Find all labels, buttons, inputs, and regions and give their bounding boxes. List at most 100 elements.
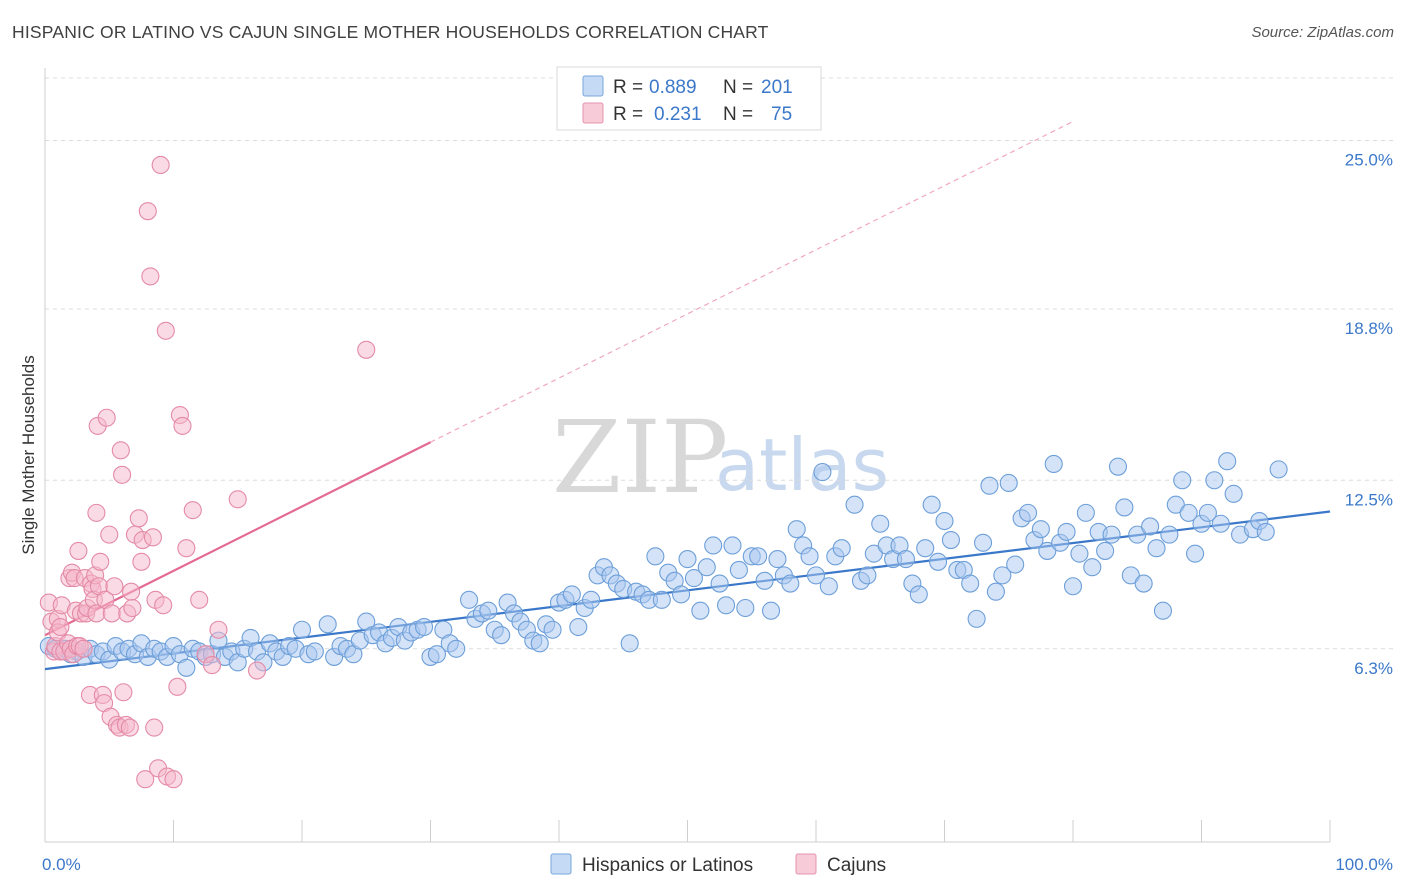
hispanic-point bbox=[1070, 544, 1089, 563]
cajun-point bbox=[120, 718, 139, 737]
hispanic-point bbox=[1205, 471, 1224, 490]
legend-n-value-2: 75 bbox=[771, 104, 792, 125]
cajun-point bbox=[132, 552, 151, 571]
hispanic-point bbox=[1166, 495, 1185, 514]
cajun-point bbox=[156, 321, 175, 340]
cajun-point bbox=[247, 661, 267, 680]
hispanic-point bbox=[620, 634, 639, 653]
hispanic-point bbox=[858, 566, 877, 585]
hispanic-point bbox=[1147, 539, 1166, 558]
legend-r-value-2: 0.231 bbox=[654, 104, 702, 125]
hispanic-point bbox=[1141, 517, 1160, 536]
cajun-point bbox=[100, 525, 119, 544]
grid-lines bbox=[45, 77, 1395, 650]
legend-bottom: Hispanics or Latinos Cajuns bbox=[550, 853, 886, 876]
hispanic-point bbox=[845, 495, 864, 514]
hispanic-point bbox=[755, 571, 774, 590]
hispanic-point bbox=[1134, 574, 1153, 593]
cajun-point bbox=[136, 770, 155, 789]
hispanic-point bbox=[479, 601, 498, 620]
axes bbox=[44, 68, 1331, 843]
hispanic-point bbox=[1224, 484, 1243, 503]
hispanic-point bbox=[1108, 457, 1128, 476]
hispanic-point bbox=[806, 566, 826, 585]
hispanic-point bbox=[1018, 503, 1038, 522]
legend-n-label-2: N = bbox=[723, 104, 753, 125]
cajun-point bbox=[123, 598, 142, 618]
watermark-zip: ZIP bbox=[552, 399, 728, 516]
y-tick-label: 6.3% bbox=[1354, 659, 1393, 678]
y-axis-label: Single Mother Households bbox=[19, 355, 38, 554]
hispanic-point bbox=[582, 590, 601, 609]
hispanic-point bbox=[761, 601, 781, 620]
hispanic-point bbox=[1115, 498, 1134, 517]
cajun-point bbox=[168, 677, 187, 696]
hispanic-point bbox=[916, 539, 935, 558]
hispanic-point bbox=[1063, 577, 1083, 596]
y-tick-labels: 6.3% 12.5% 18.8% 25.0% bbox=[1345, 151, 1393, 678]
hispanic-point bbox=[1121, 566, 1140, 585]
hispanic-point bbox=[716, 596, 736, 615]
y-tick-label: 18.8% bbox=[1345, 319, 1393, 338]
hispanic-point bbox=[415, 617, 434, 637]
hispanic-point bbox=[1057, 522, 1076, 541]
hispanic-point bbox=[787, 520, 806, 539]
hispanic-point bbox=[871, 514, 890, 533]
hispanic-point bbox=[768, 550, 787, 569]
cajun-point bbox=[129, 509, 148, 528]
hispanic-point bbox=[492, 626, 511, 645]
hispanic-point bbox=[967, 609, 986, 628]
hispanic-point bbox=[1256, 522, 1275, 541]
cajun-point bbox=[74, 639, 93, 658]
hispanic-point bbox=[684, 569, 703, 588]
cajun-point bbox=[190, 590, 209, 609]
cajun-point bbox=[113, 465, 132, 484]
y-tick-label: 25.0% bbox=[1345, 151, 1393, 170]
hispanic-point bbox=[1269, 460, 1288, 479]
hispanic-point bbox=[736, 598, 755, 618]
hispanic-point bbox=[1006, 555, 1025, 574]
cajun-point bbox=[141, 267, 160, 286]
hispanic-point bbox=[1031, 520, 1050, 539]
hispanic-point bbox=[710, 574, 729, 593]
hispanic-point bbox=[562, 585, 581, 604]
hispanic-point bbox=[1153, 601, 1172, 620]
hispanic-point bbox=[999, 473, 1018, 493]
hispanic-point bbox=[1044, 454, 1063, 473]
bottom-legend-swatch-hispanic bbox=[550, 853, 572, 875]
series-cajun bbox=[39, 155, 376, 789]
hispanic-point bbox=[1038, 541, 1057, 560]
cajun-point bbox=[111, 441, 130, 460]
hispanic-point bbox=[864, 544, 883, 563]
cajun-point bbox=[105, 577, 124, 596]
x-tick-labels: 0.0% 100.0% bbox=[42, 855, 1393, 874]
x-tick-label: 100.0% bbox=[1335, 855, 1393, 874]
legend-swatch-cajun bbox=[582, 102, 604, 124]
hispanic-point bbox=[832, 539, 851, 558]
cajun-point bbox=[91, 552, 110, 571]
cajun-point bbox=[138, 202, 157, 221]
hispanic-point bbox=[973, 533, 993, 552]
hispanic-point bbox=[813, 463, 832, 482]
hispanic-point bbox=[292, 620, 312, 639]
legend-swatch-hispanic bbox=[582, 75, 604, 97]
hispanic-point bbox=[986, 582, 1005, 601]
cajun-point bbox=[97, 408, 116, 427]
legend-n-value-1: 201 bbox=[761, 77, 793, 98]
bottom-legend-swatch-cajun bbox=[795, 853, 817, 875]
hispanic-point bbox=[781, 574, 800, 593]
hispanic-point bbox=[672, 585, 691, 604]
hispanic-point bbox=[652, 590, 671, 609]
bottom-legend-label-hispanic: Hispanics or Latinos bbox=[582, 855, 753, 876]
hispanic-point bbox=[749, 547, 768, 566]
hispanic-point bbox=[177, 658, 196, 677]
cajun-point bbox=[87, 503, 106, 522]
legend-r-label-2: R = bbox=[613, 104, 643, 125]
cajun-point bbox=[114, 683, 133, 702]
data-points bbox=[39, 155, 1288, 789]
cajun-point bbox=[173, 416, 192, 435]
hispanic-point bbox=[1179, 503, 1198, 522]
source-label: Source: ZipAtlas.com bbox=[1251, 24, 1394, 41]
hispanic-point bbox=[427, 645, 446, 664]
